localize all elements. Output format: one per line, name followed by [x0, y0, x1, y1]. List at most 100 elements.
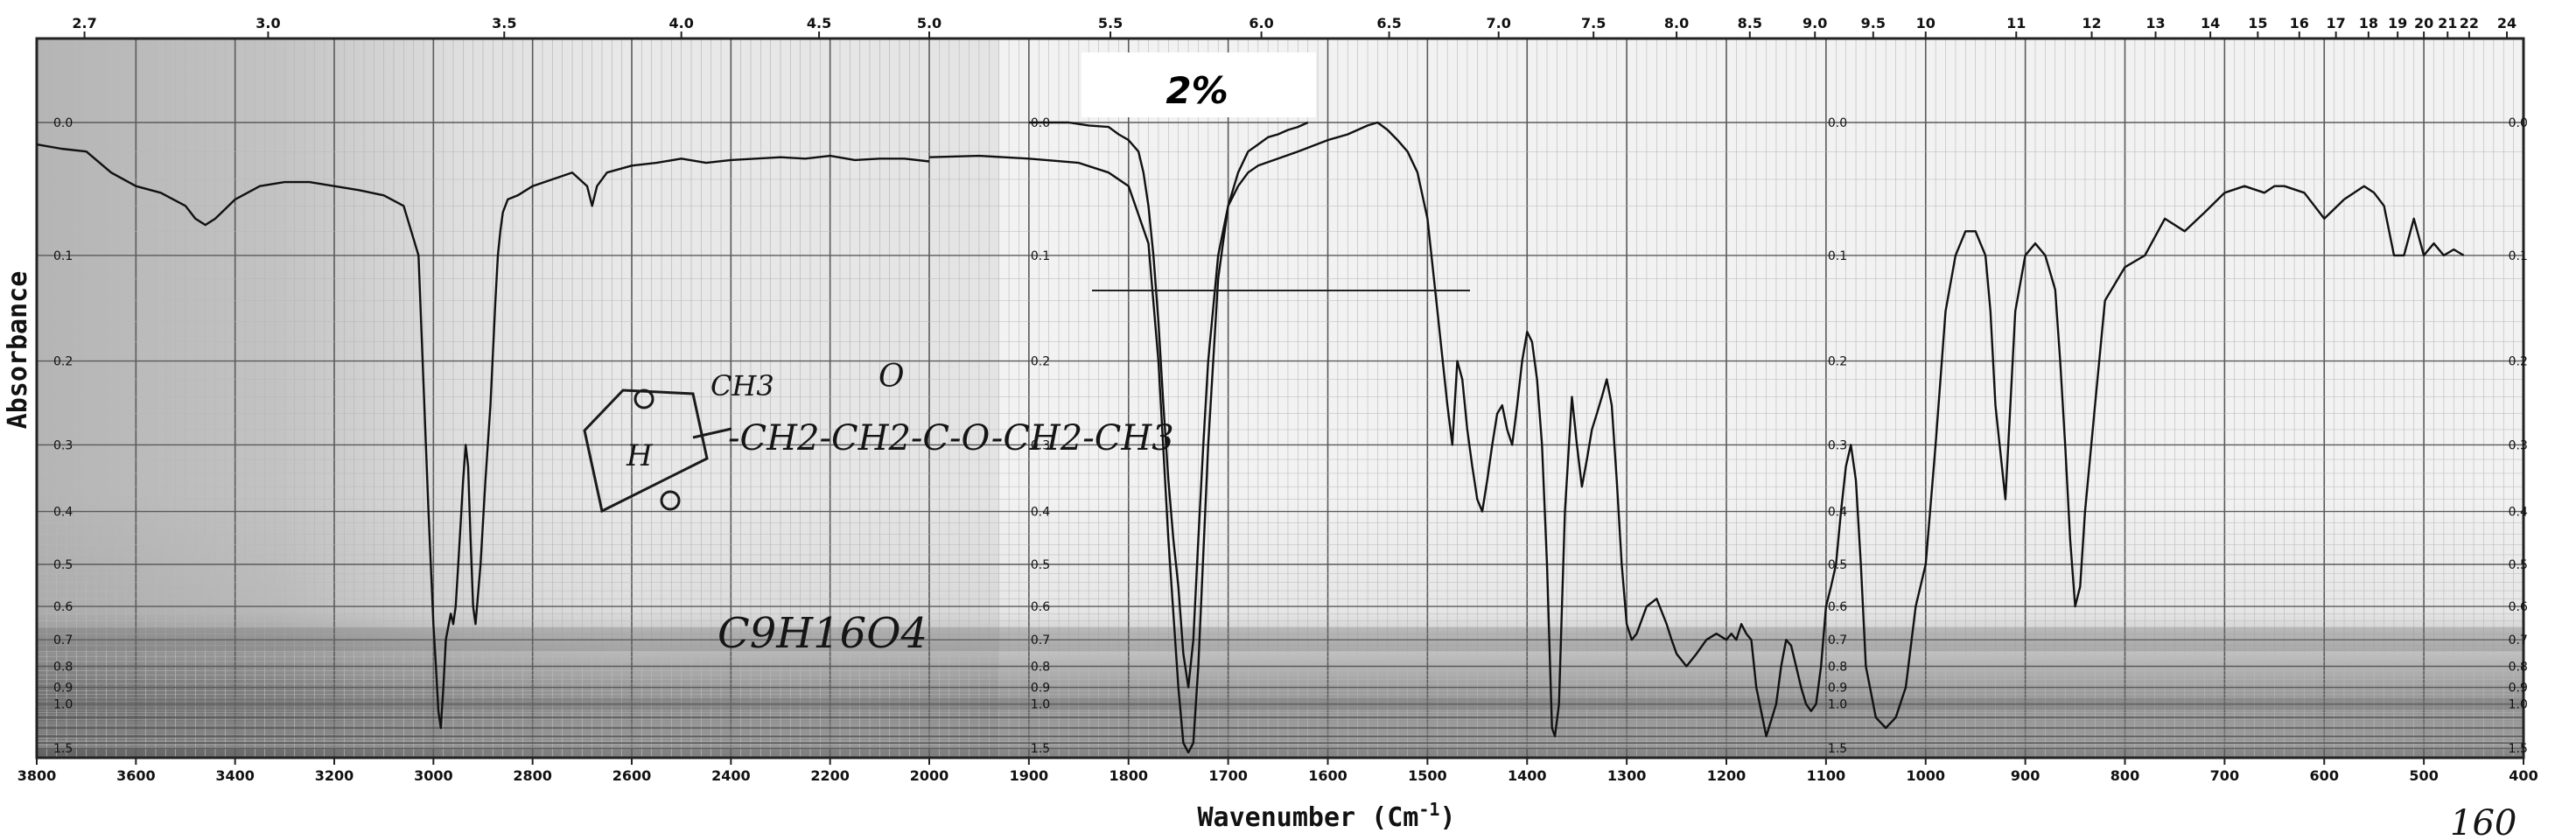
x-tick-label: 3200: [315, 767, 354, 784]
x-axis-title-main: Wavenumber (Cm: [1197, 802, 1418, 833]
y-tick-label: 0.7: [53, 634, 73, 648]
x-tick-label: 1500: [1408, 767, 1447, 784]
y-tick-label: 0.5: [1828, 558, 1847, 572]
y-tick-label: 0.9: [2509, 682, 2528, 696]
x-tick-label: 2000: [910, 767, 949, 784]
x-tick-label: 500: [2409, 767, 2438, 784]
x-tick-label: 2200: [810, 767, 850, 784]
top-tick-label: 21: [2438, 15, 2457, 32]
y-tick-label: 0.8: [53, 660, 73, 674]
top-tick-label: 6.5: [1376, 15, 1401, 32]
x-tick-label: 400: [2509, 767, 2538, 784]
top-tick-label: 12: [2082, 15, 2101, 32]
x-tick-label: 2600: [612, 767, 652, 784]
top-tick-label: 13: [2146, 15, 2165, 32]
y-tick-label: 0.4: [2509, 506, 2528, 520]
x-tick-label: 1900: [1010, 767, 1049, 784]
concentration-box: [1082, 52, 1316, 117]
ring-oxygen-mark: [634, 388, 654, 410]
structure-ch3: CH3: [710, 369, 774, 402]
chart-grid: [36, 38, 2524, 758]
top-tick-label: 16: [2290, 15, 2309, 32]
y-tick-label: 0.8: [1031, 660, 1050, 674]
top-tick-label: 8.0: [1664, 15, 1689, 32]
top-tick-label: 15: [2248, 15, 2267, 32]
y-tick-label: 1.5: [1031, 742, 1050, 756]
top-tick-label: 17: [2327, 15, 2346, 32]
y-axis-title: Absorbance: [3, 271, 33, 430]
x-tick-label: 3600: [116, 767, 156, 784]
wavelength-axis: 2.7 3.0 3.5 4.0 4.5 5.0 5.5 6.0 6.5 7.0 7.5 8.0 8.5 9…: [72, 15, 2516, 38]
y-tick-label: 0.2: [1031, 355, 1050, 369]
x-tick-label: 3000: [414, 767, 453, 784]
x-tick-label: 800: [2110, 767, 2139, 784]
y-tick-label: 0.6: [1828, 600, 1847, 614]
top-tick-label: 8.5: [1738, 15, 1762, 32]
y-tick-label: 1.0: [2509, 698, 2528, 712]
y-tick-label: 0.0: [1828, 116, 1847, 130]
y-tick-label: 0.8: [2509, 660, 2528, 674]
x-axis-title: Wavenumber (Cm-1): [1197, 799, 1455, 833]
ring-bond: [692, 427, 732, 439]
y-tick-label: 0.5: [1031, 558, 1050, 572]
x-tick-label: 700: [2210, 767, 2239, 784]
y-tick-label: 0.7: [1031, 634, 1050, 648]
x-axis-title-end: ): [1439, 802, 1455, 833]
absorbance-scale-labels: 0.0 0.1 0.2 0.3 0.4 0.5 0.6 0.7 0.8 0.9 1.0 1.5 0.0 0…: [53, 116, 2528, 756]
spectrum-series: [928, 121, 2465, 754]
dark-band: [37, 626, 2524, 652]
y-tick-label: 0.1: [1828, 249, 1847, 263]
structure-h: H: [626, 438, 654, 473]
y-tick-label: 0.5: [53, 558, 73, 572]
y-tick-label: 0.9: [53, 682, 73, 696]
y-tick-label: 0.1: [2509, 249, 2528, 263]
top-tick-label: 10: [1916, 15, 1936, 32]
x-tick-label: 3800: [18, 767, 57, 784]
y-tick-label: 1.5: [2509, 742, 2528, 756]
top-tick-label: 22: [2460, 15, 2479, 32]
y-tick-label: 0.4: [1031, 506, 1050, 520]
y-tick-label: 0.7: [2509, 634, 2528, 648]
y-tick-label: 0.2: [1828, 355, 1847, 369]
spectrum-series: [1028, 121, 1309, 689]
y-tick-label: 0.1: [1031, 249, 1050, 263]
y-tick-label: 0.9: [1828, 682, 1847, 696]
spectrum-series: [36, 143, 930, 730]
y-tick-label: 0.2: [53, 355, 73, 369]
x-tick-label: 1000: [1906, 767, 1945, 784]
y-tick-label: 1.0: [53, 698, 73, 712]
ring-pentagon: [583, 388, 709, 514]
x-tick-label: 2800: [513, 767, 552, 784]
y-tick-label: 0.3: [1828, 438, 1847, 452]
x-tick-label: 2400: [711, 767, 751, 784]
y-tick-label: 0.0: [53, 116, 73, 130]
top-tick-label: 2.7: [72, 15, 96, 32]
structure-drawing: H CH3 O -CH2-CH2-C-O-CH2-CH3 C9H16O4: [583, 359, 1174, 658]
ring-oxygen-mark-2: [660, 490, 681, 511]
y-tick-label: 0.4: [1828, 506, 1847, 520]
y-tick-label: 0.7: [1828, 634, 1847, 648]
top-tick-label: 3.0: [256, 15, 280, 32]
y-tick-label: 0.5: [2509, 558, 2528, 572]
y-tick-label: 1.5: [1828, 742, 1847, 756]
top-tick-label: 20: [2414, 15, 2433, 32]
top-tick-label: 19: [2388, 15, 2407, 32]
top-tick-label: 9.0: [1802, 15, 1827, 32]
wavenumber-axis: 3800 3600 3400 3200 3000 2800 2600 2400 2200 2000…: [18, 758, 2538, 784]
top-tick-label: 5.5: [1098, 15, 1123, 32]
top-tick-label: 24: [2497, 15, 2516, 32]
top-tick-label: 5.0: [917, 15, 942, 32]
x-tick-label: 1400: [1508, 767, 1547, 784]
y-tick-label: 0.3: [2509, 438, 2528, 452]
top-tick-label: 9.5: [1861, 15, 1886, 32]
carbonyl-o: O: [878, 359, 905, 395]
top-tick-label: 4.0: [668, 15, 693, 32]
y-tick-label: 0.3: [53, 438, 73, 452]
x-tick-label: 1100: [1807, 767, 1846, 784]
y-tick-label: 0.6: [1031, 600, 1050, 614]
spectrum-traces: [36, 121, 2465, 754]
y-tick-label: 0.6: [53, 600, 73, 614]
top-tick-label: 11: [2006, 15, 2026, 32]
x-axis-title-sup: -1: [1418, 799, 1439, 820]
top-tick-label: 18: [2359, 15, 2378, 32]
